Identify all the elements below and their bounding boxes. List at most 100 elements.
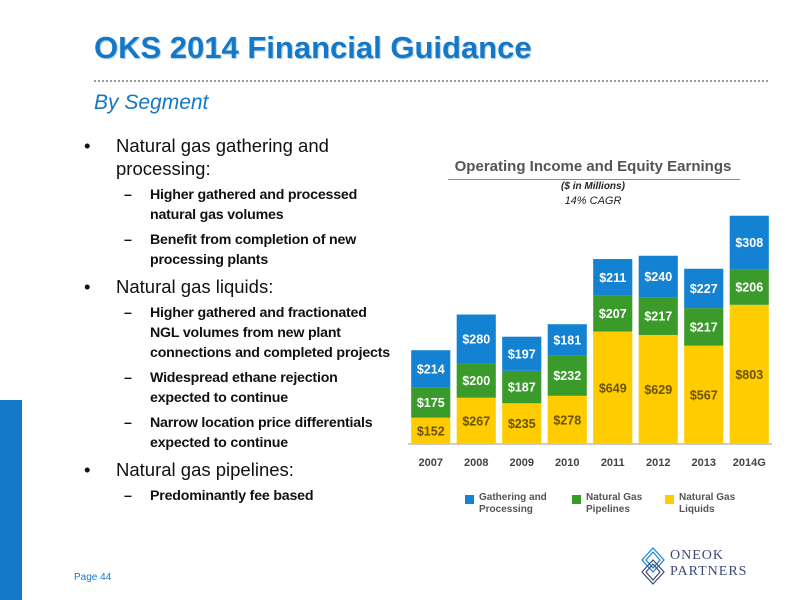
- legend-label: Natural Gas Pipelines: [586, 492, 643, 515]
- bar-segment: [684, 345, 724, 444]
- sub-bullet-item: – Benefit from completion of new processi…: [84, 230, 394, 270]
- bar-segment: [456, 314, 496, 364]
- bar-segment: [684, 308, 724, 346]
- chart-title-divider: [448, 179, 740, 180]
- sub-bullet-text: Higher gathered and fractionated NGL vol…: [150, 305, 390, 361]
- bar-data-label: $280: [462, 332, 490, 346]
- bar-data-label: $197: [508, 347, 536, 361]
- chart-cagr-note: 14% CAGR: [564, 195, 622, 207]
- x-tick-label: 2007: [419, 457, 443, 469]
- bullet-item: • Natural gas pipelines:: [84, 458, 394, 481]
- bar-segment: [411, 350, 451, 388]
- bar-segment: [547, 395, 587, 444]
- bullet-dot-icon: •: [84, 276, 91, 297]
- legend-label: Gathering and Processing: [479, 492, 547, 515]
- bar-data-label: $207: [599, 307, 627, 321]
- title-divider: [94, 80, 768, 82]
- bar-segment: [684, 268, 724, 309]
- bar-data-label: $214: [417, 362, 445, 376]
- bullet-text: Natural gas gathering and processing:: [116, 135, 329, 179]
- bullet-text: Natural gas pipelines:: [116, 459, 294, 480]
- bar-data-label: $227: [690, 282, 718, 296]
- bar-segment: [593, 331, 633, 444]
- legend-swatch: [465, 495, 474, 504]
- bar-data-label: $278: [553, 413, 581, 427]
- chart-unit-note: ($ in Millions): [561, 181, 625, 192]
- sub-bullet-item: – Predominantly fee based: [84, 486, 394, 506]
- bar-data-label: $206: [735, 280, 763, 294]
- slide-title: OKS 2014 Financial Guidance: [94, 30, 532, 65]
- dash-icon: –: [124, 187, 132, 203]
- bar-segment: [411, 417, 451, 444]
- dash-icon: –: [124, 415, 132, 431]
- bullet-item: • Natural gas liquids:: [84, 275, 394, 298]
- bar-segment: [411, 387, 451, 418]
- bar-segment: [502, 403, 542, 444]
- bar-data-label: $181: [553, 333, 581, 347]
- bar-segment: [502, 370, 542, 404]
- legend-label: Natural Gas Liquids: [679, 492, 736, 515]
- dash-icon: –: [124, 370, 132, 386]
- legend-swatch: [665, 495, 674, 504]
- logo-wordmark: ONEOK PARTNERS: [670, 548, 747, 580]
- bar-data-label: $629: [644, 383, 672, 397]
- x-tick-label: 2011: [601, 457, 625, 469]
- chart-title: Operating Income and Equity Earnings: [454, 158, 732, 175]
- bar-segment: [593, 295, 633, 332]
- logo-line-1: ONEOK: [670, 548, 724, 563]
- sub-bullet-text: Benefit from completion of new processin…: [150, 232, 357, 268]
- sub-bullet-item: – Narrow location price differentials exp…: [84, 413, 394, 453]
- bar-segment: [638, 334, 678, 444]
- x-tick-label: 2009: [510, 457, 534, 469]
- bar-segment: [547, 355, 587, 396]
- bar-data-label: $308: [735, 236, 763, 250]
- bullet-dot-icon: •: [84, 135, 91, 156]
- chart-legend: Gathering and Processing Natural Gas Pip…: [465, 492, 775, 522]
- sub-bullet-text: Higher gathered and processed natural ga…: [150, 187, 358, 223]
- dash-icon: –: [124, 488, 132, 504]
- left-accent-bar: [0, 400, 22, 600]
- bullet-dot-icon: •: [84, 459, 91, 480]
- bar-data-label: $235: [508, 417, 536, 431]
- x-tick-label: 2012: [646, 457, 670, 469]
- x-tick-label: 2008: [464, 457, 488, 469]
- bar-data-label: $175: [417, 396, 445, 410]
- bar-data-label: $187: [508, 381, 536, 395]
- x-tick-label: 2010: [555, 457, 579, 469]
- bar-data-label: $217: [644, 310, 672, 324]
- sub-bullet-text: Widespread ethane rejection expected to …: [150, 370, 338, 406]
- sub-bullet-text: Predominantly fee based: [150, 488, 314, 504]
- legend-swatch: [572, 495, 581, 504]
- bar-data-label: $232: [553, 369, 581, 383]
- bar-segment: [729, 304, 769, 444]
- bar-data-label: $217: [690, 320, 718, 334]
- logo-line-2: PARTNERS: [670, 564, 748, 579]
- bar-segment: [593, 259, 633, 296]
- bar-data-label: $240: [644, 270, 672, 284]
- bar-data-label: $567: [690, 388, 718, 402]
- bar-segment: [638, 255, 678, 298]
- bar-data-label: $649: [599, 381, 627, 395]
- bar-segment: [456, 397, 496, 444]
- bullet-list: • Natural gas gathering and processing: –…: [84, 134, 394, 511]
- x-tick-label: 2013: [692, 457, 716, 469]
- bar-data-label: $200: [462, 374, 490, 388]
- bar-data-label: $803: [735, 368, 763, 382]
- stacked-bar-chart: $152 $175 $214 2007 $267 $200 $280 2008 $235 $187…: [408, 215, 772, 469]
- bar-segment: [729, 269, 769, 305]
- bar-segment: [638, 297, 678, 335]
- bullet-text: Natural gas liquids:: [116, 276, 274, 297]
- bar-segment: [502, 336, 542, 371]
- slide-subtitle: By Segment: [94, 91, 209, 114]
- bar-data-label: $211: [599, 271, 626, 285]
- sub-bullet-item: – Widespread ethane rejection expected to…: [84, 368, 394, 408]
- bar-segment: [547, 324, 587, 356]
- dash-icon: –: [124, 305, 132, 321]
- bar-segment: [456, 363, 496, 398]
- logo-mark-icon: [641, 547, 665, 585]
- sub-bullet-item: – Higher gathered and fractionated NGL vo…: [84, 303, 394, 363]
- sub-bullet-text: Narrow location price differentials expe…: [150, 415, 373, 451]
- bar-data-label: $152: [417, 424, 445, 438]
- page-number: Page 44: [74, 572, 112, 583]
- bullet-item: • Natural gas gathering and processing:: [84, 134, 394, 180]
